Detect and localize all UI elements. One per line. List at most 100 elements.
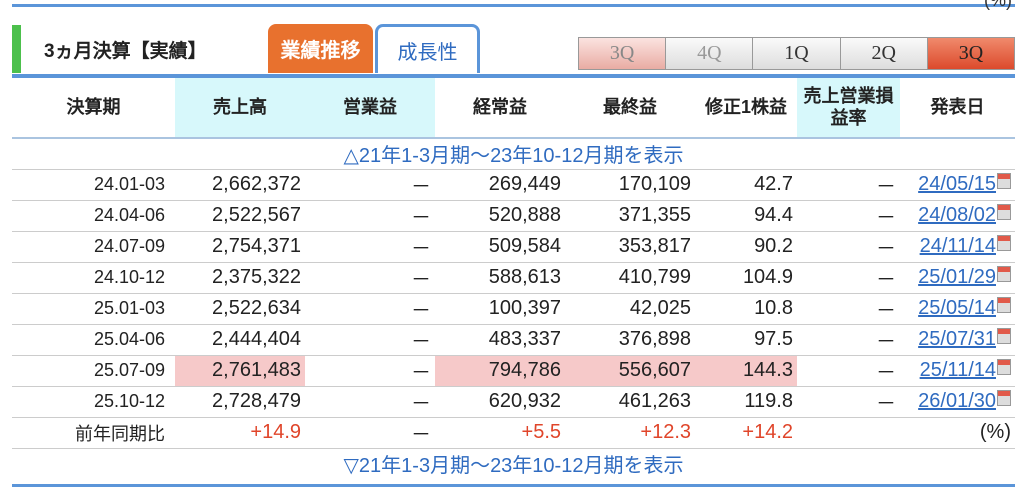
bottom-divider <box>12 484 1015 487</box>
col-net-profit: 最終益 <box>565 78 695 139</box>
table-row: 24.10-12 2,375,322 － 588,613 410,799 104.9 － 25… <box>12 262 1015 294</box>
cell-sales: 2,522,634 <box>175 293 305 325</box>
cell-operating-profit: － <box>305 169 435 201</box>
section-title: 3ヵ月決算【実績】 <box>44 41 207 62</box>
tab-growth[interactable]: 成長性 <box>375 24 480 73</box>
pdf-icon[interactable] <box>997 173 1011 189</box>
earnings-table: 決算期 売上高 営業益 経常益 最終益 修正1株益 売上営業損益率 発表日 △2… <box>12 78 1015 479</box>
quarter-button-1q[interactable]: 1Q <box>753 38 841 69</box>
cell-announce-date: 24/05/15 <box>900 169 1015 201</box>
cell-sales: 2,728,479 <box>175 386 305 418</box>
col-operating-margin-label: 売上営業損益率 <box>803 85 894 128</box>
cell-period: 25.07-09 <box>12 355 175 387</box>
col-eps: 修正1株益 <box>695 78 797 139</box>
table-row: 25.10-12 2,728,479 － 620,932 461,263 119.8 － 26… <box>12 386 1015 418</box>
col-period: 決算期 <box>12 78 175 139</box>
announce-date-link[interactable]: 26/01/30 <box>918 390 996 412</box>
cell-eps: 10.8 <box>695 293 797 325</box>
cell-announce-date: 24/11/14 <box>900 231 1015 263</box>
quarter-button-4q[interactable]: 4Q <box>666 38 754 69</box>
pdf-icon[interactable] <box>997 266 1011 282</box>
pdf-icon[interactable] <box>997 297 1011 313</box>
cell-announce-date: 25/05/14 <box>900 293 1015 325</box>
show-earlier-link-top[interactable]: △21年1-3月期～23年10-12月期を表示 <box>12 138 1015 170</box>
cell-period: 25.10-12 <box>12 386 175 418</box>
table-row: 24.07-09 2,754,371 － 509,584 353,817 90.2 － 24/… <box>12 231 1015 263</box>
cell-operating-profit: － <box>305 324 435 356</box>
table-row: 24.01-03 2,662,372 － 269,449 170,109 42.7 － 24/… <box>12 169 1015 201</box>
table-row: 25.07-09 2,761,483 － 794,786 556,607 144.3 － 25… <box>12 355 1015 387</box>
yoy-net: +12.3 <box>565 417 695 449</box>
cell-announce-date: 25/11/14 <box>900 355 1015 387</box>
cell-operating-margin: － <box>797 293 900 325</box>
yoy-unit: (%) <box>900 417 1015 449</box>
cell-net-profit: 556,607 <box>565 355 695 387</box>
cell-ordinary-profit: 620,932 <box>435 386 565 418</box>
cell-announce-date: 25/01/29 <box>900 262 1015 294</box>
announce-date-link[interactable]: 25/11/14 <box>919 359 996 381</box>
cell-eps: 94.4 <box>695 200 797 232</box>
pdf-icon[interactable] <box>997 359 1011 375</box>
announce-date-link[interactable]: 25/07/31 <box>918 328 996 350</box>
cell-net-profit: 461,263 <box>565 386 695 418</box>
cell-net-profit: 170,109 <box>565 169 695 201</box>
cell-sales: 2,375,322 <box>175 262 305 294</box>
cell-net-profit: 353,817 <box>565 231 695 263</box>
cell-operating-margin: － <box>797 169 900 201</box>
cell-sales: 2,522,567 <box>175 200 305 232</box>
pdf-icon[interactable] <box>997 204 1011 220</box>
quarter-selector: 3Q 4Q 1Q 2Q 3Q <box>578 37 1015 70</box>
cell-period: 24.07-09 <box>12 231 175 263</box>
header-divider <box>12 74 1015 78</box>
unit-label-top: (%) <box>984 0 1012 10</box>
cell-eps: 144.3 <box>695 355 797 387</box>
announce-date-link[interactable]: 24/11/14 <box>919 235 996 257</box>
cell-operating-profit: － <box>305 200 435 232</box>
announce-date-link[interactable]: 25/01/29 <box>918 266 996 288</box>
cell-eps: 104.9 <box>695 262 797 294</box>
cell-period: 24.01-03 <box>12 169 175 201</box>
cell-ordinary-profit: 794,786 <box>435 355 565 387</box>
cell-ordinary-profit: 483,337 <box>435 324 565 356</box>
announce-date-link[interactable]: 24/05/15 <box>918 173 996 195</box>
quarter-button-2q[interactable]: 2Q <box>840 38 928 69</box>
cell-announce-date: 26/01/30 <box>900 386 1015 418</box>
cell-sales: 2,754,371 <box>175 231 305 263</box>
tab-performance-trend[interactable]: 業績推移 <box>268 24 373 73</box>
quarter-button-3q-prev[interactable]: 3Q <box>579 38 667 69</box>
cell-operating-profit: － <box>305 231 435 263</box>
cell-ordinary-profit: 100,397 <box>435 293 565 325</box>
cell-operating-profit: － <box>305 262 435 294</box>
quarter-button-3q[interactable]: 3Q <box>927 38 1015 69</box>
yoy-label: 前年同期比 <box>12 417 175 449</box>
cell-operating-profit: － <box>305 293 435 325</box>
cell-net-profit: 371,355 <box>565 200 695 232</box>
cell-operating-profit: － <box>305 386 435 418</box>
cell-net-profit: 410,799 <box>565 262 695 294</box>
table-row: 25.01-03 2,522,634 － 100,397 42,025 10.8 － 25/0… <box>12 293 1015 325</box>
table-row: 24.04-06 2,522,567 － 520,888 371,355 94.4 － 24/… <box>12 200 1015 232</box>
cell-ordinary-profit: 520,888 <box>435 200 565 232</box>
cell-eps: 90.2 <box>695 231 797 263</box>
cell-operating-margin: － <box>797 324 900 356</box>
cell-period: 24.10-12 <box>12 262 175 294</box>
cell-ordinary-profit: 509,584 <box>435 231 565 263</box>
cell-announce-date: 24/08/02 <box>900 200 1015 232</box>
announce-date-link[interactable]: 24/08/02 <box>918 204 996 226</box>
cell-net-profit: 42,025 <box>565 293 695 325</box>
pdf-icon[interactable] <box>997 390 1011 406</box>
pdf-icon[interactable] <box>997 235 1011 251</box>
col-sales: 売上高 <box>175 78 305 139</box>
announce-date-link[interactable]: 25/05/14 <box>918 297 996 319</box>
yoy-sales: +14.9 <box>175 417 305 449</box>
col-operating-profit: 営業益 <box>305 78 435 139</box>
cell-announce-date: 25/07/31 <box>900 324 1015 356</box>
cell-period: 25.04-06 <box>12 324 175 356</box>
yoy-row: 前年同期比 +14.9 － +5.5 +12.3 +14.2 (%) <box>12 417 1015 449</box>
cell-operating-margin: － <box>797 355 900 387</box>
cell-ordinary-profit: 269,449 <box>435 169 565 201</box>
pdf-icon[interactable] <box>997 328 1011 344</box>
col-announce-date: 発表日 <box>900 78 1015 139</box>
show-earlier-link-bottom[interactable]: ▽21年1-3月期～23年10-12月期を表示 <box>343 455 684 478</box>
cell-sales: 2,662,372 <box>175 169 305 201</box>
